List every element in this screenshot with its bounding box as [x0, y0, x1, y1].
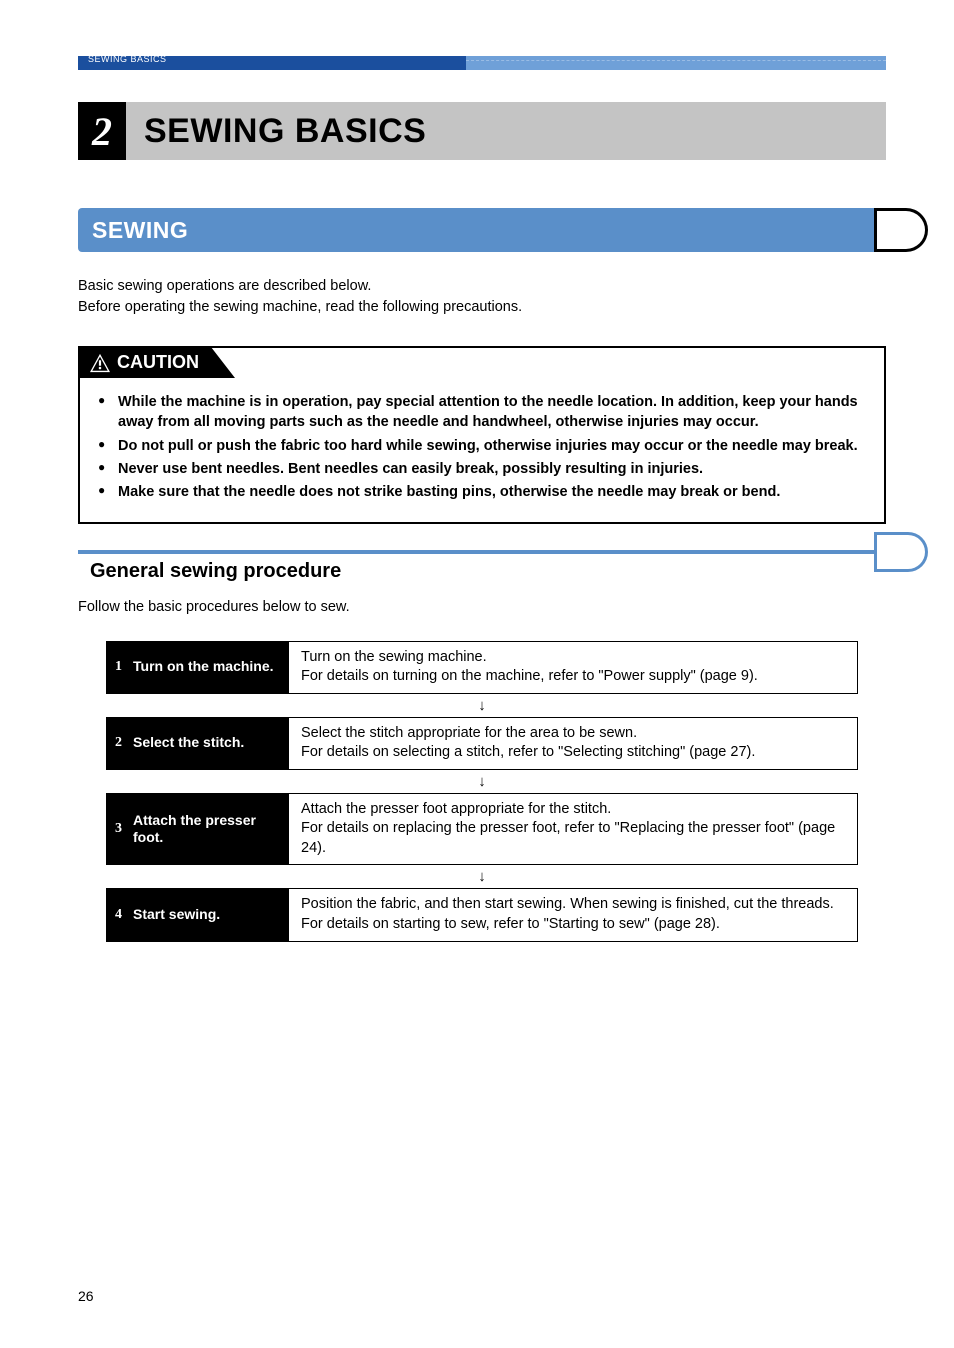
caution-item: Never use bent needles. Bent needles can… [98, 459, 866, 479]
caution-list: While the machine is in operation, pay s… [80, 378, 884, 521]
step-row: 2 Select the stitch. Select the stitch a… [106, 717, 858, 770]
step-number: 4 [115, 907, 133, 923]
header-label: SEWING BASICS [88, 54, 167, 64]
step-left: 1 Turn on the machine. [107, 642, 289, 693]
caution-label: CAUTION [117, 352, 199, 373]
step-left: 2 Select the stitch. [107, 718, 289, 769]
section-title-bar: SEWING [78, 208, 886, 252]
step-description: Select the stitch appropriate for the ar… [289, 718, 767, 769]
subsection-title: General sewing procedure [78, 554, 886, 583]
intro-line-1: Basic sewing operations are described be… [78, 276, 886, 297]
chapter-number: 2 [78, 102, 126, 160]
page-number: 26 [78, 1288, 94, 1304]
section-intro: Basic sewing operations are described be… [78, 276, 886, 318]
subsection-intro: Follow the basic procedures below to sew… [78, 599, 886, 615]
warning-triangle-icon [89, 353, 111, 373]
step-description: Turn on the sewing machine. For details … [289, 642, 770, 693]
intro-line-2: Before operating the sewing machine, rea… [78, 297, 886, 318]
step-label: Start sewing. [133, 906, 220, 924]
step-row: 3 Attach the presser foot. Attach the pr… [106, 793, 858, 866]
arrow-icon: ↓ [106, 770, 858, 793]
arrow-icon: ↓ [106, 694, 858, 717]
header-bar: SEWING BASICS [78, 56, 886, 70]
steps-container: 1 Turn on the machine. Turn on the sewin… [78, 641, 886, 942]
chapter-title-bar: 2 SEWING BASICS [78, 102, 886, 160]
caution-header: CAUTION [79, 347, 235, 378]
caution-item: Make sure that the needle does not strik… [98, 482, 866, 502]
step-description: Attach the presser foot appropriate for … [289, 794, 857, 865]
header-dash-decoration [466, 60, 886, 61]
section-title: SEWING [92, 217, 188, 244]
step-left: 4 Start sewing. [107, 889, 289, 940]
step-number: 2 [115, 735, 133, 751]
step-description: Position the fabric, and then start sewi… [289, 889, 846, 940]
subsection-tab-decoration [874, 532, 928, 572]
section-tab-decoration [874, 208, 928, 252]
step-row: 1 Turn on the machine. Turn on the sewin… [106, 641, 858, 694]
step-number: 3 [115, 821, 133, 837]
step-label: Select the stitch. [133, 734, 244, 752]
step-row: 4 Start sewing. Position the fabric, and… [106, 888, 858, 941]
step-label: Attach the presser foot. [133, 812, 281, 847]
arrow-icon: ↓ [106, 865, 858, 888]
step-left: 3 Attach the presser foot. [107, 794, 289, 865]
subsection-header: General sewing procedure [78, 550, 886, 583]
step-number: 1 [115, 659, 133, 675]
step-label: Turn on the machine. [133, 658, 274, 676]
caution-box: CAUTION While the machine is in operatio… [78, 346, 886, 523]
caution-item: While the machine is in operation, pay s… [98, 392, 866, 433]
chapter-title: SEWING BASICS [144, 112, 426, 151]
caution-item: Do not pull or push the fabric too hard … [98, 436, 866, 456]
